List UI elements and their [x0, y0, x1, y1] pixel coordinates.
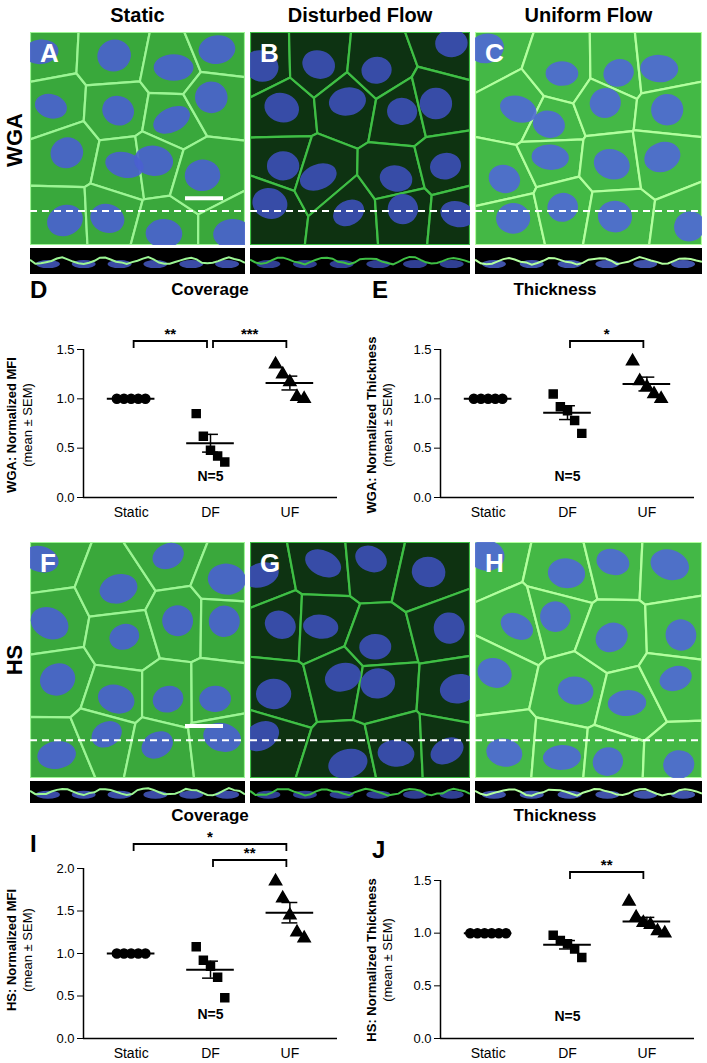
svg-text:1.5: 1.5 — [56, 903, 74, 918]
svg-text:N=5: N=5 — [197, 1006, 223, 1022]
svg-text:H: H — [485, 548, 504, 578]
html-text:(mean ± SEM): (mean ± SEM) — [380, 383, 395, 467]
html-text:WGA: Normalized MFI: WGA: Normalized MFI — [4, 357, 19, 493]
svg-text:*: * — [207, 828, 213, 845]
svg-text:UF: UF — [281, 504, 300, 520]
svg-text:Static: Static — [471, 1045, 506, 1061]
html-text:(mean ± SEM): (mean ± SEM) — [20, 908, 35, 992]
html-text:E: E — [372, 276, 388, 303]
html-text:HS: Normalized Thickness: HS: Normalized Thickness — [364, 878, 379, 1042]
svg-text:1.0: 1.0 — [56, 391, 74, 406]
svg-text:Static: Static — [471, 504, 506, 520]
svg-text:***: *** — [241, 325, 259, 342]
svg-text:0.5: 0.5 — [413, 440, 431, 455]
svg-text:1.5: 1.5 — [413, 342, 431, 357]
svg-text:1.5: 1.5 — [56, 342, 74, 357]
svg-text:1.0: 1.0 — [413, 925, 431, 940]
svg-text:UF: UF — [638, 1045, 657, 1061]
svg-text:A: A — [40, 38, 59, 68]
svg-text:0.5: 0.5 — [413, 978, 431, 993]
svg-text:N=5: N=5 — [554, 468, 580, 484]
svg-text:B: B — [260, 38, 279, 68]
svg-text:0.0: 0.0 — [413, 1031, 431, 1046]
html-text:D: D — [30, 276, 48, 303]
html-text:J: J — [372, 836, 386, 863]
svg-text:0.0: 0.0 — [56, 1031, 74, 1046]
svg-text:G: G — [260, 548, 280, 578]
html-text:Thickness: Thickness — [513, 806, 597, 825]
svg-text:**: ** — [601, 856, 613, 873]
svg-text:UF: UF — [638, 504, 657, 520]
html-text:HS: HS — [2, 644, 27, 676]
html-text:Static: Static — [110, 4, 165, 26]
html-text:Coverage: Coverage — [171, 280, 249, 299]
svg-text:2.0: 2.0 — [56, 861, 74, 876]
html-text:(mean ± SEM): (mean ± SEM) — [20, 383, 35, 467]
svg-text:DF: DF — [558, 504, 577, 520]
html-text:Coverage: Coverage — [171, 806, 249, 825]
svg-text:DF: DF — [201, 504, 220, 520]
svg-text:0.5: 0.5 — [56, 988, 74, 1003]
html-text:WGA: Normalized Thickness: WGA: Normalized Thickness — [364, 336, 379, 514]
svg-text:F: F — [40, 548, 56, 578]
svg-text:C: C — [485, 38, 504, 68]
svg-text:**: ** — [164, 325, 176, 342]
svg-text:0.0: 0.0 — [413, 490, 431, 505]
svg-text:*: * — [604, 325, 610, 342]
html-text:Disturbed Flow: Disturbed Flow — [287, 4, 433, 26]
html-text:Uniform Flow: Uniform Flow — [524, 4, 653, 26]
svg-text:UF: UF — [281, 1045, 300, 1061]
svg-text:N=5: N=5 — [197, 468, 223, 484]
svg-text:Static: Static — [114, 504, 149, 520]
html-text:HS: Normalized MFI: HS: Normalized MFI — [4, 889, 19, 1011]
svg-text:DF: DF — [558, 1045, 577, 1061]
html-text:I: I — [30, 830, 37, 857]
html-text:Thickness: Thickness — [513, 280, 597, 299]
svg-text:N=5: N=5 — [554, 1008, 580, 1024]
html-text:(mean ± SEM): (mean ± SEM) — [380, 918, 395, 1002]
svg-text:1.0: 1.0 — [413, 391, 431, 406]
svg-text:DF: DF — [201, 1045, 220, 1061]
svg-text:0.5: 0.5 — [56, 440, 74, 455]
svg-text:0.0: 0.0 — [56, 490, 74, 505]
svg-text:1.0: 1.0 — [56, 946, 74, 961]
svg-text:**: ** — [244, 844, 256, 861]
svg-text:Static: Static — [114, 1045, 149, 1061]
html-text:WGA: WGA — [2, 113, 27, 167]
svg-text:1.5: 1.5 — [413, 873, 431, 888]
